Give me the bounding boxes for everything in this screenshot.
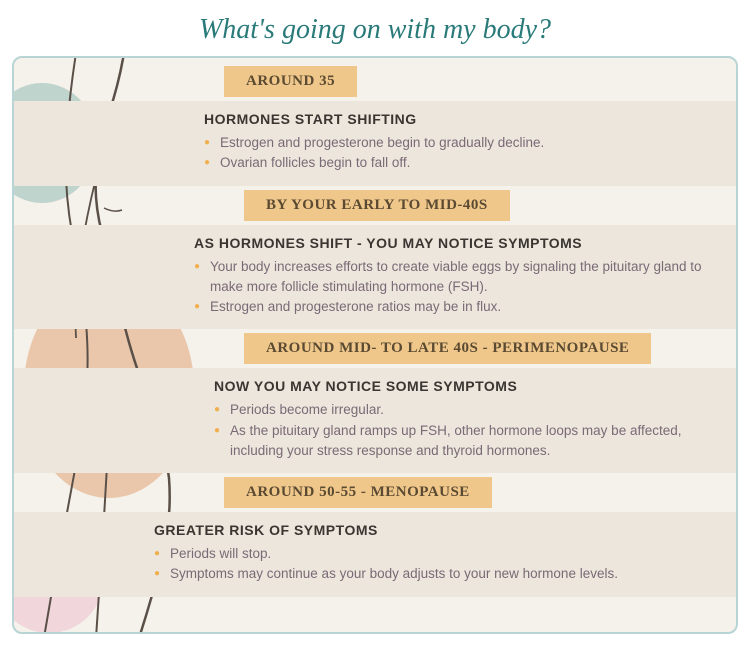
section-band: NOW YOU MAY NOTICE SOME SYMPTOMS Periods… (14, 368, 736, 473)
section-perimenopause: AROUND MID- TO LATE 40S - PERIMENOPAUSE … (14, 333, 736, 473)
section-heading: GREATER RISK OF SYMPTOMS (154, 522, 716, 538)
section-band: HORMONES START SHIFTING Estrogen and pro… (14, 101, 736, 186)
sections-wrapper: AROUND 35 HORMONES START SHIFTING Estrog… (14, 58, 736, 597)
age-label: AROUND MID- TO LATE 40S - PERIMENOPAUSE (244, 333, 651, 364)
section-band: AS HORMONES SHIFT - YOU MAY NOTICE SYMPT… (14, 225, 736, 330)
bullet-list: Periods will stop. Symptoms may continue… (154, 544, 716, 585)
bullet-item: Ovarian follicles begin to fall off. (204, 153, 716, 173)
bullet-item: Estrogen and progesterone begin to gradu… (204, 133, 716, 153)
bullet-item: Periods will stop. (154, 544, 716, 564)
content-box: AROUND 35 HORMONES START SHIFTING Estrog… (12, 56, 738, 634)
bullet-list: Estrogen and progesterone begin to gradu… (204, 133, 716, 174)
bullet-item: Periods become irregular. (214, 400, 716, 420)
age-label: BY YOUR EARLY TO MID-40S (244, 190, 510, 221)
section-around-35: AROUND 35 HORMONES START SHIFTING Estrog… (14, 66, 736, 186)
bullet-item: Symptoms may continue as your body adjus… (154, 564, 716, 584)
bullet-item: Estrogen and progesterone ratios may be … (194, 297, 716, 317)
bullet-list: Your body increases efforts to create vi… (194, 257, 716, 318)
age-label: AROUND 35 (224, 66, 357, 97)
bullet-list: Periods become irregular. As the pituita… (214, 400, 716, 461)
page-title: What's going on with my body? (0, 0, 750, 56)
bullet-item: Your body increases efforts to create vi… (194, 257, 716, 298)
section-early-mid-40s: BY YOUR EARLY TO MID-40S AS HORMONES SHI… (14, 190, 736, 330)
bullet-item: As the pituitary gland ramps up FSH, oth… (214, 421, 716, 462)
section-band: GREATER RISK OF SYMPTOMS Periods will st… (14, 512, 736, 597)
section-heading: AS HORMONES SHIFT - YOU MAY NOTICE SYMPT… (194, 235, 716, 251)
age-label: AROUND 50-55 - MENOPAUSE (224, 477, 492, 508)
section-menopause: AROUND 50-55 - MENOPAUSE GREATER RISK OF… (14, 477, 736, 597)
infographic-container: What's going on with my body? AROUND 35 … (0, 0, 750, 650)
section-heading: HORMONES START SHIFTING (204, 111, 716, 127)
section-heading: NOW YOU MAY NOTICE SOME SYMPTOMS (214, 378, 716, 394)
